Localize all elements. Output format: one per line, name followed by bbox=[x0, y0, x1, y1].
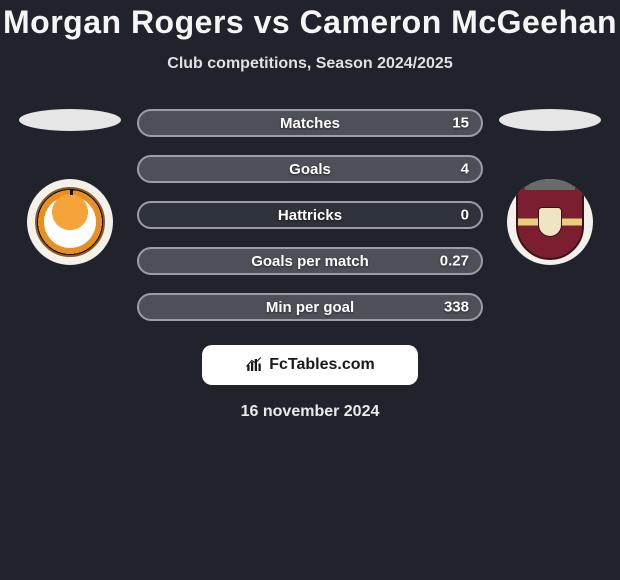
date-label: 16 november 2024 bbox=[0, 403, 620, 421]
stat-value-right: 4 bbox=[461, 161, 469, 178]
page-title: Morgan Rogers vs Cameron McGeehan bbox=[0, 4, 620, 41]
player-left bbox=[17, 109, 123, 265]
stat-row: Hattricks 0 bbox=[137, 201, 483, 229]
stat-label: Matches bbox=[280, 115, 340, 132]
chart-icon bbox=[245, 356, 263, 374]
subtitle: Club competitions, Season 2024/2025 bbox=[0, 55, 620, 73]
stat-pill: Goals per match bbox=[137, 247, 483, 275]
stat-pill: Hattricks bbox=[137, 201, 483, 229]
stat-label: Min per goal bbox=[266, 299, 354, 316]
stat-value-right: 15 bbox=[452, 115, 469, 132]
stat-row: Goals 4 bbox=[137, 155, 483, 183]
stat-value-right: 0.27 bbox=[440, 253, 469, 270]
northampton-crest-icon bbox=[516, 184, 584, 260]
player-right bbox=[497, 109, 603, 265]
stat-pill: Min per goal bbox=[137, 293, 483, 321]
pedestal-left bbox=[19, 109, 121, 131]
stat-pill: Goals bbox=[137, 155, 483, 183]
club-badge-right bbox=[507, 179, 593, 265]
stat-value-right: 0 bbox=[461, 207, 469, 224]
stat-row: Goals per match 0.27 bbox=[137, 247, 483, 275]
pedestal-right bbox=[499, 109, 601, 131]
stat-value-right: 338 bbox=[444, 299, 469, 316]
stat-row: Matches 15 bbox=[137, 109, 483, 137]
stat-label: Goals bbox=[289, 161, 331, 178]
main-area: Matches 15 Goals 4 Hattricks 0 Goals per match… bbox=[0, 109, 620, 321]
stats-list: Matches 15 Goals 4 Hattricks 0 Goals per match… bbox=[137, 109, 483, 321]
stat-label: Hattricks bbox=[278, 207, 342, 224]
blackpool-crest-icon bbox=[35, 187, 105, 257]
brand-text: FcTables.com bbox=[269, 356, 375, 374]
stat-label: Goals per match bbox=[251, 253, 369, 270]
brand-badge[interactable]: FcTables.com bbox=[202, 345, 418, 385]
club-badge-left bbox=[27, 179, 113, 265]
stat-row: Min per goal 338 bbox=[137, 293, 483, 321]
stat-pill: Matches bbox=[137, 109, 483, 137]
comparison-card: Morgan Rogers vs Cameron McGeehan Club c… bbox=[0, 0, 620, 580]
